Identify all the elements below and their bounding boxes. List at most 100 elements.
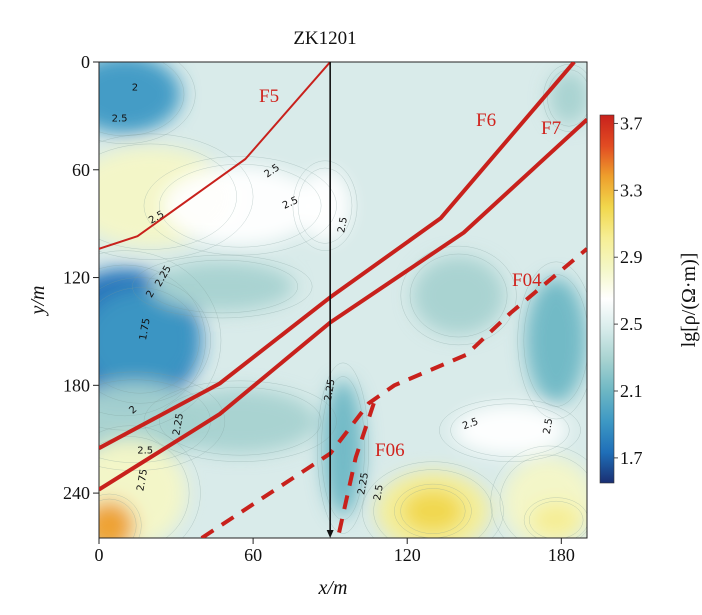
contour-line bbox=[146, 259, 298, 314]
y-tick-label: 120 bbox=[63, 268, 90, 288]
borehole-ZK1201 bbox=[326, 62, 334, 538]
resistivity-zone bbox=[163, 388, 318, 454]
x-tick-label: 60 bbox=[244, 545, 262, 565]
contour-line bbox=[99, 371, 226, 471]
contour-line bbox=[394, 483, 472, 538]
y-tick-label: 0 bbox=[81, 52, 90, 72]
contour-line bbox=[99, 493, 142, 538]
fault-F06 bbox=[335, 402, 376, 538]
plot-frame bbox=[98, 61, 588, 539]
contour-label: 2.75 bbox=[135, 468, 150, 492]
contour-label: 1.75 bbox=[138, 317, 153, 341]
contour-line bbox=[159, 164, 322, 248]
resistivity-zones bbox=[99, 62, 587, 538]
axes: 0 60 120 180 0 60 120 180 240 x/m y/m bbox=[27, 52, 575, 599]
borehole-arrow-icon bbox=[326, 530, 334, 538]
x-axis-label: x/m bbox=[318, 577, 348, 599]
contour-line bbox=[490, 445, 587, 538]
contour-line bbox=[99, 498, 137, 538]
contour-line bbox=[409, 253, 508, 338]
contour-label: 2.25 bbox=[171, 412, 186, 436]
resistivity-zone bbox=[548, 70, 587, 125]
contour-label: 2.5 bbox=[137, 446, 153, 457]
y-tick-label: 240 bbox=[63, 483, 90, 503]
y-axis-label: y/m bbox=[27, 286, 49, 317]
colorbar-tick-label: 3.3 bbox=[620, 180, 643, 200]
contour-line bbox=[132, 254, 313, 319]
y-tick-label: 60 bbox=[72, 160, 90, 180]
contour-label: 2 bbox=[132, 83, 138, 94]
contour-label: 2 bbox=[144, 289, 157, 300]
fault-label-F06: F06 bbox=[375, 440, 405, 461]
fault-label-F04: F04 bbox=[512, 270, 542, 291]
colorbar: 3.7 3.3 2.9 2.5 2.1 1.7 lg[ρ/(Ω·m)] bbox=[599, 113, 700, 484]
resistivity-zone bbox=[299, 169, 351, 242]
contour-label: 2.5 bbox=[112, 113, 128, 124]
contour-line bbox=[317, 362, 369, 534]
contour-line bbox=[99, 277, 211, 404]
contour-label: 2.5 bbox=[542, 417, 556, 435]
resistivity-zone bbox=[453, 405, 567, 456]
contour-line bbox=[99, 143, 237, 250]
colorbar-tick-label: 2.5 bbox=[620, 314, 643, 334]
contour-label: 2.5 bbox=[372, 484, 386, 502]
contour-line bbox=[143, 156, 337, 256]
contour-lines bbox=[99, 62, 587, 538]
resistivity-zone bbox=[402, 489, 464, 533]
contour-line bbox=[99, 250, 222, 431]
fault-F5 bbox=[99, 62, 331, 250]
plot-area: 22.52.52.52.52.2521.7522.252.52.752.252.… bbox=[99, 62, 587, 538]
contour-line bbox=[99, 133, 254, 260]
contour-line bbox=[99, 436, 190, 538]
fault-label-F5: F5 bbox=[259, 86, 279, 107]
contour-label: 2.5 bbox=[336, 216, 350, 234]
chart-title: ZK1201 bbox=[293, 28, 356, 49]
contour-line bbox=[99, 425, 201, 538]
contour-line bbox=[297, 167, 353, 244]
x-tick-label: 180 bbox=[548, 545, 575, 565]
contour-line bbox=[362, 461, 504, 538]
contour-line bbox=[439, 398, 581, 462]
resistivity-zone bbox=[99, 62, 182, 134]
contour-line bbox=[499, 454, 587, 538]
colorbar-ticks: 3.7 3.3 2.9 2.5 2.1 1.7 bbox=[614, 113, 643, 468]
resistivity-zone bbox=[163, 166, 318, 246]
contour-line bbox=[292, 160, 358, 251]
x-axis-ticks: 0 60 120 180 bbox=[95, 538, 575, 565]
colorbar-label: lg[ρ/(Ω·m)] bbox=[678, 253, 700, 348]
contour-line bbox=[400, 488, 466, 534]
contour-line bbox=[400, 245, 517, 346]
resistivity-zone bbox=[99, 290, 197, 391]
colorbar-tick-label: 1.7 bbox=[620, 448, 643, 468]
contour-label: 2.5 bbox=[461, 416, 480, 432]
x-tick-label: 120 bbox=[394, 545, 421, 565]
resistivity-zone bbox=[525, 277, 587, 404]
colorbar-gradient bbox=[599, 114, 615, 484]
contour-line bbox=[99, 62, 196, 144]
contour-line bbox=[517, 261, 587, 420]
contour-line bbox=[99, 264, 206, 417]
contour-line bbox=[529, 501, 584, 538]
y-tick-label: 180 bbox=[63, 375, 90, 395]
contour-line bbox=[450, 403, 570, 457]
resistivity-zone bbox=[150, 261, 295, 312]
y-axis-ticks: 0 60 120 180 240 bbox=[63, 52, 99, 503]
colorbar-tick-label: 3.7 bbox=[620, 113, 643, 133]
x-tick-label: 0 bbox=[95, 545, 104, 565]
contour-line bbox=[523, 497, 587, 538]
fault-label-F7: F7 bbox=[541, 118, 561, 139]
resistivity-zone bbox=[412, 255, 505, 336]
contour-line bbox=[159, 387, 322, 456]
colorbar-tick-label: 2.1 bbox=[620, 381, 643, 401]
contour-line bbox=[99, 287, 200, 394]
resistivity-zone bbox=[99, 500, 135, 538]
colorbar-tick-label: 2.9 bbox=[620, 247, 643, 267]
fault-label-F6: F6 bbox=[476, 110, 496, 131]
contour-label: 2.25 bbox=[356, 472, 371, 496]
resistivity-zone bbox=[530, 502, 582, 538]
contour-line bbox=[143, 380, 337, 462]
contour-line bbox=[373, 469, 493, 538]
contour-label: 2 bbox=[127, 404, 139, 417]
fault-labels: F5 F6 F7 F04 F06 bbox=[259, 86, 561, 461]
